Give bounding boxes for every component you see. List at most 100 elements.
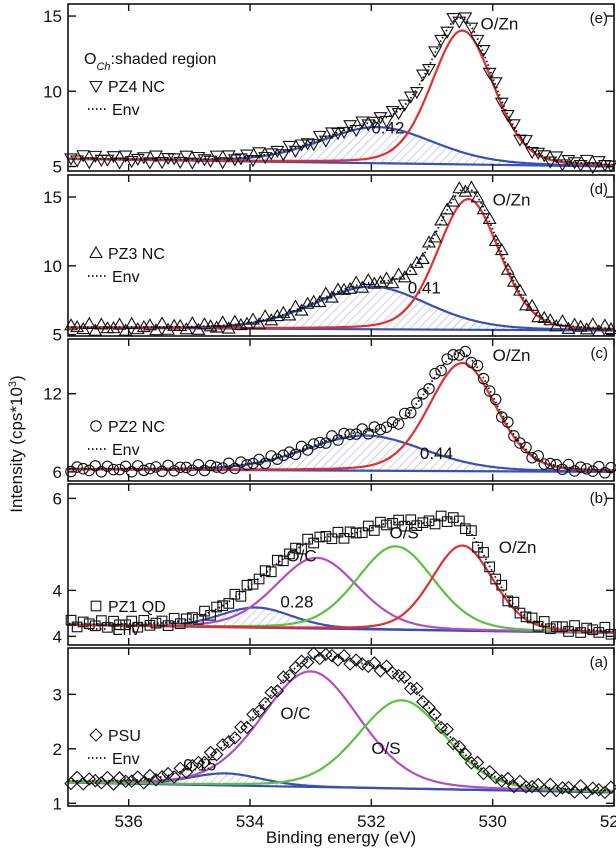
data-point-33 xyxy=(405,406,417,419)
x-tick-label: 536 xyxy=(114,812,142,831)
y-axis-label-exponent: 3 xyxy=(7,381,19,387)
data-point-62 xyxy=(227,154,242,167)
data-point-70 xyxy=(179,765,194,779)
data-point-19 xyxy=(488,233,503,246)
peak-oc-line xyxy=(68,556,615,634)
data-point-12 xyxy=(531,310,546,323)
data-point-66 xyxy=(205,609,216,621)
y-tick-label: 6 xyxy=(53,489,62,508)
data-point-35 xyxy=(391,267,406,280)
data-point-76 xyxy=(144,462,156,475)
data-point-62 xyxy=(227,314,242,327)
data-point-33 xyxy=(403,91,418,104)
data-point-60 xyxy=(240,316,254,329)
data-point-50 xyxy=(300,296,315,309)
data-point-83 xyxy=(100,770,115,785)
data-point-52 xyxy=(289,448,302,461)
data-point-27 xyxy=(441,516,453,527)
data-point-47 xyxy=(318,135,333,148)
peak-ozn-line xyxy=(68,362,614,472)
annotation-o-zn: O/Zn xyxy=(493,346,531,365)
data-point-14 xyxy=(520,441,532,454)
data-point-32 xyxy=(411,520,423,531)
data-point-30 xyxy=(422,235,436,248)
data-point-18 xyxy=(494,242,509,256)
data-point-47 xyxy=(318,286,333,299)
plot-frame xyxy=(67,647,615,807)
data-point-61 xyxy=(235,590,247,602)
data-point-75 xyxy=(149,772,163,787)
data-point-61 xyxy=(235,456,247,468)
data-point-81 xyxy=(114,619,125,631)
data-point-2 xyxy=(593,460,605,473)
legend-env-label: Env xyxy=(112,102,140,119)
data-point-53 xyxy=(283,446,296,458)
data-point-19 xyxy=(489,393,502,406)
data-point-60 xyxy=(241,579,253,591)
data-point-33 xyxy=(403,262,418,276)
data-point-66 xyxy=(203,745,218,760)
data-point-68 xyxy=(191,322,206,335)
data-point-66 xyxy=(203,319,218,332)
data-point-59 xyxy=(247,578,259,590)
data-point-35 xyxy=(393,514,404,526)
data-point-26 xyxy=(446,736,461,751)
data-point-78 xyxy=(132,460,144,472)
data-point-12 xyxy=(532,620,544,632)
data-point-46 xyxy=(326,533,338,545)
data-point-81 xyxy=(112,317,127,330)
x-tick-label: 528 xyxy=(600,812,616,831)
data-point-86 xyxy=(83,464,95,477)
data-point-56 xyxy=(265,450,277,462)
data-point-79 xyxy=(124,316,139,329)
data-point-57 xyxy=(258,152,273,165)
data-point-67 xyxy=(199,605,210,617)
data-point-68 xyxy=(191,755,206,770)
data-point-10 xyxy=(543,313,558,326)
data-point-6 xyxy=(568,465,581,477)
data-point-68 xyxy=(193,614,204,625)
data-point-70 xyxy=(180,461,193,474)
data-point-81 xyxy=(113,463,126,476)
data-point-29 xyxy=(429,367,441,380)
data-point-legend xyxy=(90,600,102,612)
data-point-87 xyxy=(76,321,91,335)
data-point-43 xyxy=(343,657,357,671)
data-point-20 xyxy=(482,211,497,224)
data-point-7 xyxy=(561,154,576,168)
data-point-2 xyxy=(592,782,606,797)
data-point-13 xyxy=(526,451,538,464)
data-point-62 xyxy=(228,731,242,745)
data-point-75 xyxy=(150,617,162,629)
data-point-56 xyxy=(264,148,279,161)
y-axis-label-main: Intensity (cps*10 xyxy=(7,387,26,513)
data-point-67 xyxy=(197,317,212,330)
data-point-26 xyxy=(447,512,459,523)
data-point-76 xyxy=(142,157,157,170)
data-point-28 xyxy=(435,364,447,377)
data-point-71 xyxy=(174,461,186,474)
y-tick-label: 3 xyxy=(53,685,62,704)
data-point-72 xyxy=(168,612,180,624)
data-point-3 xyxy=(587,465,599,477)
annotation-0-44: 0.44 xyxy=(420,444,453,463)
data-point-84 xyxy=(94,317,109,330)
data-point-80 xyxy=(119,460,132,473)
data-point-39 xyxy=(367,656,382,670)
data-point-18 xyxy=(494,97,509,110)
data-point-42 xyxy=(350,428,362,440)
panel-label: (a) xyxy=(590,654,608,671)
data-point-32 xyxy=(410,681,424,696)
data-point-82 xyxy=(106,151,121,164)
data-point-9 xyxy=(549,319,564,332)
data-point-1 xyxy=(599,467,611,479)
data-point-47 xyxy=(320,437,332,449)
data-point-86 xyxy=(82,157,97,170)
data-point-37 xyxy=(380,421,393,433)
data-point-15 xyxy=(513,774,527,789)
data-point-2 xyxy=(591,156,606,169)
panel-b: 4 4 6 (b) O/C O/S O/Zn 0.28 PZ1 QD Env xyxy=(53,483,616,646)
data-point-38 xyxy=(373,664,388,678)
data-point-3 xyxy=(585,162,600,175)
data-point-3 xyxy=(585,781,600,796)
